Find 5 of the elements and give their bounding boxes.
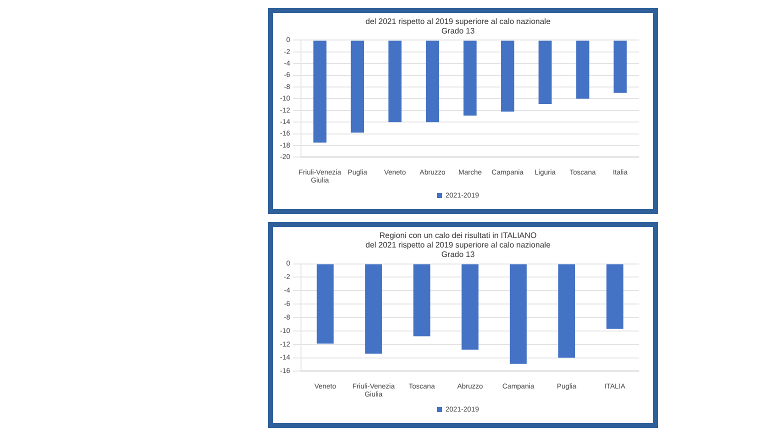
text: del 2021 rispetto al 2019 superiore al calo nazionale <box>365 240 551 250</box>
text: Regioni con un calo dei risultati in ITALIANO <box>379 231 537 240</box>
text: del 2021 rispetto al 2019 superiore al calo nazionale <box>365 17 551 26</box>
text: Grado 13 <box>441 250 475 260</box>
text: Grado 13 <box>441 26 475 36</box>
